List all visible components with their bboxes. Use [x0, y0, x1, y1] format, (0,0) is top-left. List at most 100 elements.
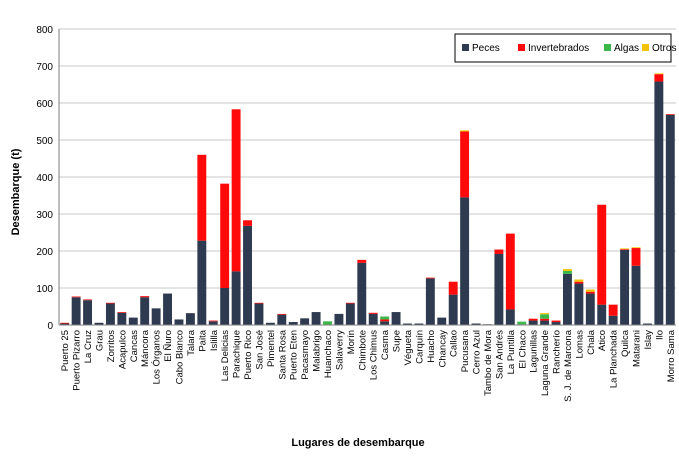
bar-segment-invertebrados: [220, 183, 230, 288]
x-tick-label: Rancherío: [552, 330, 563, 374]
x-tick-label: Morro Sama: [666, 329, 677, 382]
x-tick-label: El Chaco: [517, 330, 528, 369]
bar-segment-peces: [505, 309, 515, 325]
x-tick-label: El Ñuro: [163, 330, 174, 362]
x-tick-label: Atico: [597, 330, 608, 351]
x-tick-label: Grau: [94, 330, 105, 351]
y-tick-label: 0: [47, 321, 53, 332]
bar-segment-peces: [403, 323, 412, 325]
bar-segment-peces: [563, 273, 572, 325]
bar-segment-peces: [105, 303, 115, 325]
bar-segment-otros: [460, 130, 470, 132]
bar-segment-peces: [94, 322, 104, 325]
bar-segment-peces: [460, 197, 470, 325]
legend-swatch-peces: [462, 44, 469, 51]
bar-segment-invertebrados: [105, 302, 115, 304]
bar-segment-otros: [620, 248, 630, 250]
y-tick-label: 500: [36, 136, 53, 147]
x-tick-label: Ilo: [654, 330, 665, 340]
bar-segment-invertebrados: [71, 296, 81, 298]
bar-segment-otros: [631, 247, 641, 249]
bar-segment-algas: [517, 321, 527, 325]
bar-segment-invertebrados: [631, 248, 641, 266]
x-tick-label: Puerto Pizarro: [72, 330, 83, 391]
bar-segment-invertebrados: [254, 302, 264, 304]
x-tick-label: Pucusana: [460, 329, 471, 372]
bar-segment-peces: [117, 312, 127, 325]
y-axis-ticks: 0 100 200 300 400 500 600 700 800: [36, 25, 53, 332]
x-tick-label: Pimentel: [266, 330, 277, 367]
x-tick-label: Talara: [186, 329, 197, 356]
x-tick-label: San José: [254, 330, 265, 370]
bar-segment-otros: [540, 313, 550, 315]
bar-segment-invertebrados: [380, 319, 390, 322]
bar-segment-algas: [380, 316, 390, 320]
legend-box: [454, 33, 672, 63]
bar-segment-peces: [642, 323, 652, 325]
bar-segment-peces: [585, 293, 595, 325]
x-tick-label: Chimbote: [357, 330, 368, 371]
legend-label-algas: Algas: [614, 43, 639, 54]
y-tick-label: 200: [36, 247, 53, 258]
x-tick-label: Salaverry: [334, 330, 345, 370]
bar-segment-peces: [197, 240, 207, 325]
bar-segment-peces: [425, 278, 435, 325]
legend-swatch-otros: [642, 44, 649, 51]
y-tick-label: 300: [36, 210, 53, 221]
bar-segment-invertebrados: [505, 233, 515, 310]
x-tick-label: La Cruz: [83, 330, 94, 364]
bar-segment-invertebrados: [425, 277, 435, 279]
bar-segment-peces: [654, 81, 664, 325]
x-tick-label: Supe: [392, 330, 403, 352]
bar-segment-invertebrados: [608, 304, 618, 316]
x-tick-label: La Puntilla: [506, 329, 517, 374]
bar-segment-peces: [574, 283, 584, 325]
x-tick-label: Végueta: [403, 329, 414, 365]
bar-segment-invertebrados: [243, 220, 252, 226]
bar-segment-peces: [208, 321, 218, 325]
y-tick-label: 600: [36, 99, 53, 110]
x-tick-label: Islilla: [209, 329, 220, 351]
bar-segment-peces: [471, 323, 481, 325]
legend-label-otros: Otros: [652, 43, 676, 54]
y-tick-label: 800: [36, 25, 53, 36]
x-axis-label: Lugares de desembarque: [291, 437, 424, 449]
bar-segment-peces: [163, 293, 172, 325]
bar-segment-peces: [185, 313, 195, 325]
bar-segment-peces: [608, 315, 618, 325]
bar-segment-peces: [448, 294, 458, 325]
bar-segment-peces: [174, 319, 184, 325]
x-tick-label: Los Órganos: [152, 330, 163, 385]
bar-segment-peces: [311, 312, 321, 325]
bar-segment-algas: [323, 321, 332, 325]
x-tick-label: Callao: [449, 330, 460, 357]
bar-segment-peces: [300, 318, 310, 325]
x-tick-label: Las Delicias: [220, 330, 231, 381]
bar-segment-invertebrados: [585, 291, 595, 294]
bar-segment-peces: [597, 304, 607, 325]
x-tick-label: Parachique: [232, 330, 243, 378]
gridlines: [59, 28, 676, 289]
x-tick-label: Chala: [586, 329, 597, 355]
x-tick-label: San Andrés: [494, 330, 505, 379]
bar-segment-invertebrados: [665, 114, 675, 115]
x-tick-label: Puerto Rico: [243, 330, 254, 380]
bar-segment-peces: [540, 320, 550, 325]
x-tick-label: Casma: [380, 329, 391, 360]
bar-segment-invertebrados: [460, 131, 470, 198]
x-tick-label: Huacho: [426, 330, 437, 363]
x-tick-label: Puerto 25: [60, 330, 71, 371]
bar-segment-invertebrados: [654, 74, 664, 82]
bar-segment-invertebrados: [277, 313, 287, 315]
legend-label-peces: Peces: [472, 43, 500, 54]
y-axis-label: Desembarque (t): [10, 148, 22, 235]
bar-segment-peces: [380, 321, 390, 325]
bar-segment-invertebrados: [620, 249, 630, 250]
bar-segment-invertebrados: [528, 318, 538, 321]
bar-segment-peces: [437, 317, 447, 325]
bar-segment-peces: [140, 297, 150, 325]
x-tick-label: Quilca: [620, 329, 631, 357]
x-tick-label: Huanchaco: [323, 330, 334, 378]
